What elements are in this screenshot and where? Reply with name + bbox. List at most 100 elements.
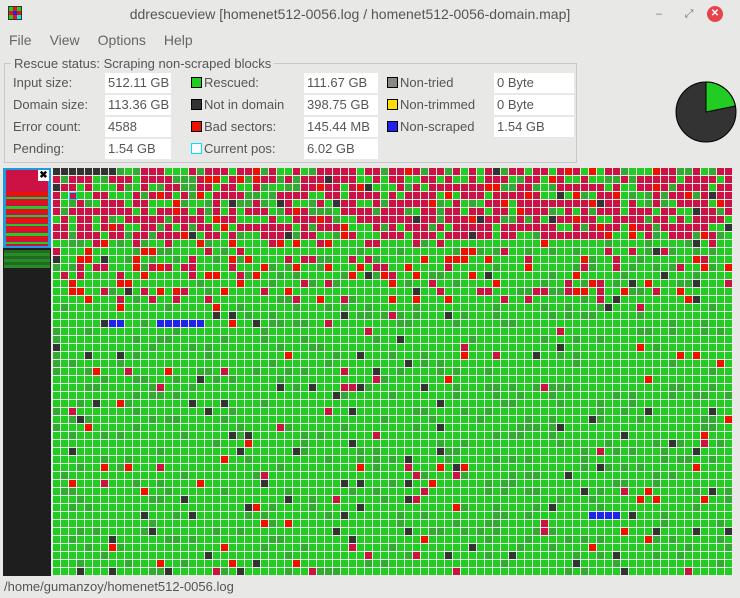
block-cell <box>349 392 356 399</box>
block-cell <box>125 464 132 471</box>
field-label: Pending: <box>13 141 65 156</box>
block-cell <box>581 208 588 215</box>
block-cell <box>165 288 172 295</box>
block-cell <box>397 328 404 335</box>
block-cell <box>637 536 644 543</box>
block-cell <box>261 360 268 367</box>
menu-view[interactable]: View <box>49 32 80 48</box>
block-cell <box>213 544 220 551</box>
block-cell <box>461 504 468 511</box>
block-cell <box>645 376 652 383</box>
block-cell <box>149 520 156 527</box>
block-cell <box>493 328 500 335</box>
block-cell <box>141 520 148 527</box>
block-cell <box>189 448 196 455</box>
block-cell <box>373 448 380 455</box>
block-minimap[interactable]: ✖ <box>3 168 51 576</box>
block-cell <box>373 488 380 495</box>
minimap-viewport[interactable] <box>3 168 51 248</box>
block-cell <box>533 224 540 231</box>
block-cell <box>645 472 652 479</box>
block-cell <box>133 288 140 295</box>
block-cell <box>317 352 324 359</box>
block-cell <box>525 296 532 303</box>
block-cell <box>693 400 700 407</box>
block-cell <box>669 312 676 319</box>
block-cell <box>717 192 724 199</box>
block-cell <box>165 504 172 511</box>
block-cell <box>269 272 276 279</box>
block-cell <box>501 472 508 479</box>
block-cell <box>205 336 212 343</box>
block-cell <box>581 440 588 447</box>
block-cell <box>533 512 540 519</box>
block-cell <box>133 216 140 223</box>
block-cell <box>501 432 508 439</box>
block-cell <box>605 328 612 335</box>
block-cell <box>269 312 276 319</box>
block-cell <box>413 560 420 567</box>
block-cell <box>389 416 396 423</box>
block-cell <box>581 560 588 567</box>
block-cell <box>309 408 316 415</box>
block-cell <box>373 568 380 575</box>
block-cell <box>397 400 404 407</box>
block-cell <box>205 456 212 463</box>
block-cell <box>501 232 508 239</box>
menu-options[interactable]: Options <box>97 32 146 48</box>
block-cell <box>597 280 604 287</box>
block-cell <box>117 456 124 463</box>
block-cell <box>357 528 364 535</box>
block-cell <box>109 416 116 423</box>
block-grid[interactable] <box>52 168 738 576</box>
block-cell <box>693 464 700 471</box>
block-cell <box>589 328 596 335</box>
block-cell <box>213 456 220 463</box>
minimize-button[interactable]: ‒ <box>655 8 663 20</box>
block-cell <box>133 328 140 335</box>
block-cell <box>501 392 508 399</box>
block-cell <box>525 200 532 207</box>
block-cell <box>357 272 364 279</box>
block-cell <box>229 440 236 447</box>
block-cell <box>541 480 548 487</box>
block-cell <box>77 552 84 559</box>
block-cell <box>365 504 372 511</box>
close-minimap-icon[interactable]: ✖ <box>38 170 49 181</box>
block-cell <box>325 448 332 455</box>
block-cell <box>221 496 228 503</box>
block-cell <box>461 472 468 479</box>
block-cell <box>661 472 668 479</box>
block-cell <box>173 240 180 247</box>
block-cell <box>717 336 724 343</box>
block-cell <box>149 408 156 415</box>
block-cell <box>213 184 220 191</box>
block-cell <box>149 456 156 463</box>
block-cell <box>429 472 436 479</box>
block-cell <box>373 520 380 527</box>
block-cell <box>653 200 660 207</box>
close-button[interactable]: ✕ <box>707 6 723 22</box>
block-cell <box>389 200 396 207</box>
block-cell <box>277 272 284 279</box>
block-cell <box>637 360 644 367</box>
block-cell <box>717 536 724 543</box>
block-cell <box>109 344 116 351</box>
menu-file[interactable]: File <box>9 32 32 48</box>
block-cell <box>437 168 444 175</box>
block-cell <box>589 304 596 311</box>
block-cell <box>373 560 380 567</box>
block-cell <box>661 400 668 407</box>
block-cell <box>573 272 580 279</box>
menu-help[interactable]: Help <box>163 32 193 48</box>
block-cell <box>149 248 156 255</box>
block-cell <box>197 248 204 255</box>
block-cell <box>269 296 276 303</box>
block-cell <box>469 184 476 191</box>
block-cell <box>77 328 84 335</box>
restore-button[interactable]: ⤢ <box>684 8 694 20</box>
block-cell <box>165 488 172 495</box>
block-cell <box>533 216 540 223</box>
block-cell <box>245 360 252 367</box>
block-cell <box>157 320 164 327</box>
